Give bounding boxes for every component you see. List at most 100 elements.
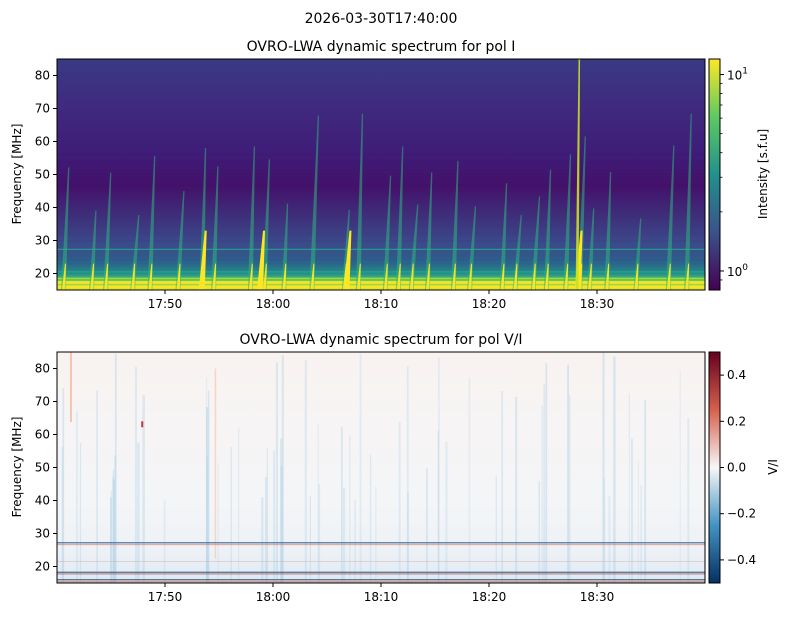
burst-core: [666, 263, 671, 290]
vi-streak: [110, 497, 112, 583]
burst-streak: [604, 171, 612, 290]
burst-core: [396, 263, 401, 290]
burst-streak: [450, 160, 459, 290]
vi-streak: [304, 360, 307, 583]
vi-streak: [679, 370, 681, 583]
spectral-band: [57, 277, 705, 280]
band-stripe: [57, 172, 705, 173]
band-stripe: [57, 73, 705, 75]
band-stripe: [57, 119, 705, 120]
band-stripe: [57, 149, 705, 151]
colorbar-intensity-ticks: 100 101: [720, 67, 748, 281]
vi-band: [57, 573, 705, 575]
vi-streak: [543, 384, 546, 583]
burst-core: [564, 263, 569, 290]
burst-core: [262, 263, 267, 290]
x-tick-label: 18:20: [472, 297, 507, 311]
vi-streak: [445, 441, 448, 583]
vi-streak: [61, 447, 64, 583]
vi-streak: [113, 479, 115, 583]
band-stripe: [57, 134, 705, 136]
x-tick-label: 18:00: [256, 297, 291, 311]
panel-i-x-axis: 17:50 18:00 18:10 18:20 18:30: [148, 290, 615, 311]
panel-i-title: OVRO-LWA dynamic spectrum for pol I: [247, 39, 516, 55]
vi-streak: [369, 454, 372, 583]
vi-streak: [114, 353, 117, 583]
vi-red-streak: [214, 368, 217, 559]
panel-i-y-axis: 20 30 40 50 60 70 80: [35, 69, 57, 281]
vi-streak: [538, 480, 540, 583]
vi-streak: [112, 469, 115, 583]
band-stripe: [57, 111, 705, 113]
vi-streak: [206, 456, 209, 583]
vi-streak: [349, 435, 351, 583]
y-tick-label: 80: [35, 69, 50, 83]
y-tick-label: 30: [35, 234, 50, 248]
panel-vi-title: OVRO-LWA dynamic spectrum for pol V/I: [239, 332, 522, 348]
burst-core: [383, 263, 388, 290]
vi-streak: [637, 461, 639, 583]
spectral-band: [57, 285, 705, 288]
colorbar-tick-label: 0.0: [727, 461, 746, 475]
y-tick-label: 80: [35, 362, 50, 376]
band-stripe: [57, 126, 705, 128]
vi-streak: [261, 497, 264, 583]
colorbar-tick-label: −0.4: [727, 553, 756, 567]
burst-core: [451, 263, 456, 290]
heatmap-vi-streaks: [61, 352, 690, 583]
band-stripe: [57, 65, 705, 67]
colorbar-vi: [708, 351, 721, 584]
band-stripe: [57, 217, 705, 219]
burst-streak: [147, 155, 156, 290]
vi-streak: [631, 438, 633, 583]
x-tick-label: 18:10: [364, 590, 399, 604]
band-stripe: [57, 88, 705, 90]
burst-core: [356, 263, 361, 290]
burst-streak: [543, 169, 552, 290]
y-tick-label: 60: [35, 428, 50, 442]
colorbar-vi-label: V/I: [766, 459, 780, 475]
vi-streak: [79, 442, 82, 583]
vi-streak: [266, 447, 269, 583]
vi-streak: [110, 490, 112, 583]
panel-stokes-vi: OVRO-LWA dynamic spectrum for pol V/I 17…: [10, 332, 780, 604]
burst-streak: [309, 115, 319, 290]
vi-streak: [217, 464, 219, 583]
panel-i-ylabel: Frequency [MHz]: [10, 124, 24, 225]
burst-streak: [530, 196, 541, 290]
vi-streak: [281, 355, 284, 583]
vi-streak: [425, 468, 428, 583]
vi-band: [57, 579, 705, 581]
strong-burst: [343, 230, 352, 290]
burst-core: [90, 263, 95, 290]
x-tick-label: 18:30: [580, 297, 615, 311]
band-stripe: [57, 179, 705, 181]
vi-streak: [114, 455, 116, 583]
burst-streak: [424, 172, 433, 290]
heatmap-vi-bands: [57, 542, 705, 583]
burst-core: [531, 263, 536, 290]
burst-core: [425, 263, 430, 290]
panel-vi-ylabel: Frequency [MHz]: [10, 417, 24, 518]
figure-suptitle: 2026-03-30T17:40:00: [305, 11, 458, 27]
burst-core: [634, 263, 639, 290]
spectral-band: [57, 271, 705, 273]
colorbar-vi-ticks: 0.4 0.2 0.0 −0.2 −0.4: [720, 368, 756, 567]
y-tick-label: 70: [35, 102, 50, 116]
colorbar-tick-label: 0.4: [727, 368, 746, 382]
burst-core: [468, 263, 473, 290]
spectral-band: [57, 248, 705, 251]
y-tick-label: 70: [35, 395, 50, 409]
vi-red-spot: [141, 421, 144, 428]
vi-streak: [280, 438, 283, 583]
burst-streak: [684, 113, 692, 290]
band-stripe: [57, 194, 705, 196]
burst-core: [685, 263, 690, 290]
burst-core: [310, 263, 315, 290]
x-tick-label: 18:30: [580, 590, 615, 604]
burst-streak: [130, 214, 140, 290]
burst-core: [587, 263, 592, 290]
burst-core: [131, 263, 136, 290]
burst-streak: [665, 145, 675, 290]
long-burst: [575, 59, 581, 290]
